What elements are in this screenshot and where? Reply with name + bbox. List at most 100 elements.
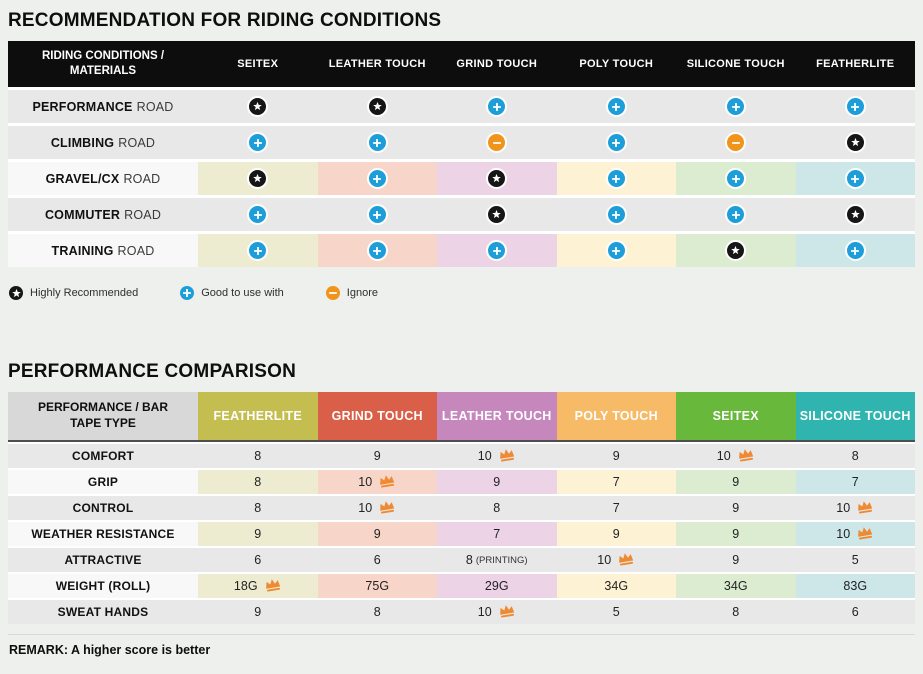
table-cell: [795, 126, 915, 159]
star-icon: [9, 286, 23, 300]
crown-icon: [735, 446, 755, 466]
crown-icon: [496, 602, 516, 622]
performance-comparison-table: PERFORMANCE / BAR TAPE TYPE FEATHERLITE GR…: [8, 392, 915, 624]
cell-value: 9: [732, 527, 740, 541]
cell-value: 29G: [484, 579, 509, 593]
table-cell: 10: [795, 522, 915, 546]
table-cell: 8: [437, 496, 557, 520]
table-cell: [676, 126, 796, 159]
table-cell: 18G: [198, 574, 318, 598]
table-row: CONTROL 8 10 8 7 9 10: [8, 496, 915, 520]
table-cell: 8: [795, 444, 915, 468]
table-cell: 10: [795, 496, 915, 520]
table-cell: 10: [317, 496, 437, 520]
table-cell: [795, 162, 915, 195]
cell-value: 5: [612, 605, 620, 619]
table-row: GRIP 8 10 9 7 9 7: [8, 470, 915, 494]
table-cell: [795, 198, 915, 231]
star-icon: [247, 96, 269, 117]
cell-value: 8: [465, 553, 473, 567]
table-cell: 10: [437, 444, 557, 468]
table-cell: 8: [198, 470, 318, 494]
table-cell: [795, 234, 915, 267]
table-row: WEIGHT (ROLL) 18G 75G 29G 34G 34G 83G: [8, 574, 915, 598]
table-cell: 9: [198, 522, 318, 546]
table-row: TRAINING ROAD: [8, 234, 915, 267]
row-label: CONTROL: [8, 496, 198, 520]
table-row: COMMUTER ROAD: [8, 198, 915, 231]
row-label-rest: ROAD: [117, 243, 155, 258]
crown-icon: [855, 498, 875, 518]
cell-value: 5: [851, 553, 859, 567]
performance-table-body: COMFORT 8 9 10 9 10 8 GRIP 8 10 9 7 9 7 CONTROL 8 10 8 7 9 1…: [8, 444, 915, 624]
table-cell: [198, 162, 318, 195]
row-label: TRAINING ROAD: [8, 234, 198, 267]
column-header: LEATHER TOUCH: [437, 392, 557, 440]
table-cell: 34G: [676, 574, 796, 598]
remark-text: REMARK: A higher score is better: [8, 634, 915, 657]
table-row: SWEAT HANDS 9 8 10 5 8 6: [8, 600, 915, 624]
cell-value: 10: [836, 527, 851, 541]
row-label: GRIP: [8, 470, 198, 494]
cell-value: 9: [254, 605, 262, 619]
cell-value: 9: [732, 501, 740, 515]
table-cell: [437, 162, 557, 195]
table-cell: [437, 126, 557, 159]
cell-value: 10: [358, 475, 373, 489]
table-cell: [317, 234, 437, 267]
table-cell: [317, 198, 437, 231]
table-cell: 9: [676, 470, 796, 494]
cell-value: 6: [851, 605, 859, 619]
minus-icon: [325, 286, 340, 300]
column-header: SEITEX: [237, 58, 279, 70]
cell-value: 8: [254, 475, 262, 489]
table-cell: 9: [556, 444, 676, 468]
crown-icon: [262, 576, 282, 596]
table-row: WEATHER RESISTANCE 9 9 7 9 9 10: [8, 522, 915, 546]
table-cell: 7: [556, 496, 676, 520]
table-cell: 9: [676, 496, 796, 520]
cell-value: 8: [851, 449, 859, 463]
legend: Highly Recommended Good to use with Ignore: [9, 283, 915, 303]
table-cell: [556, 162, 676, 195]
table-cell: 7: [795, 470, 915, 494]
plus-icon: [366, 168, 388, 189]
table-cell: [198, 126, 318, 159]
crown-icon: [377, 498, 397, 518]
cell-value: 8: [732, 605, 740, 619]
star-icon: [844, 132, 866, 153]
star-icon: [366, 96, 388, 117]
row-label: GRAVEL/CX ROAD: [8, 162, 198, 195]
cell-value: 9: [254, 527, 262, 541]
plus-icon: [725, 204, 747, 225]
cell-note: (PRINTING): [475, 554, 528, 566]
table-cell: [795, 90, 915, 123]
column-header: FEATHERLITE: [816, 58, 895, 70]
table-cell: 9: [556, 522, 676, 546]
star-icon: [725, 240, 747, 261]
row-label: WEIGHT (ROLL): [8, 574, 198, 598]
row-label-rest: ROAD: [124, 207, 162, 222]
plus-icon: [180, 286, 195, 300]
table-cell: 8: [676, 600, 796, 624]
riding-conditions-title: RECOMMENDATION FOR RIDING CONDITIONS: [8, 10, 442, 31]
riding-table-header: RIDING CONDITIONS / MATERIALS SEITEX LEATH…: [8, 41, 915, 87]
row-label: PERFORMANCE ROAD: [8, 90, 198, 123]
row-label-rest: ROAD: [123, 171, 161, 186]
cell-value: 18G: [233, 579, 258, 593]
row-label-bold: CLIMBING: [50, 135, 115, 150]
column-header: GRIND TOUCH: [456, 58, 538, 70]
table-cell: [437, 234, 557, 267]
column-header: SEITEX: [676, 392, 796, 440]
table-cell: [676, 90, 796, 123]
table-cell: 75G: [317, 574, 437, 598]
cell-value: 9: [373, 527, 381, 541]
table-cell: 8: [317, 600, 437, 624]
plus-icon: [844, 240, 866, 261]
star-icon: [844, 204, 866, 225]
table-cell: 9: [317, 444, 437, 468]
column-header: SILICONE TOUCH: [686, 58, 785, 70]
row-label: CLIMBING ROAD: [8, 126, 198, 159]
table-cell: 10: [437, 600, 557, 624]
minus-icon: [486, 132, 508, 153]
